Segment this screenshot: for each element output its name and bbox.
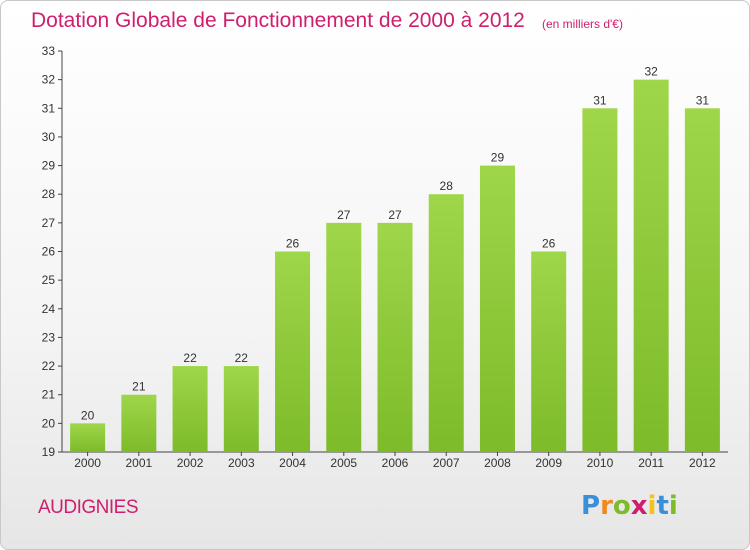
x-tick-label: 2006 [382, 456, 409, 470]
logo-letter: t [656, 491, 669, 521]
bar [223, 366, 259, 452]
bar [428, 194, 464, 452]
bar-value-label: 21 [132, 380, 146, 394]
bar-value-label: 22 [235, 351, 249, 365]
x-tick-label: 2010 [587, 456, 614, 470]
y-tick-label: 31 [42, 101, 56, 115]
logo-letter: P [581, 491, 601, 521]
bar [172, 366, 208, 452]
bar-value-label: 20 [81, 408, 95, 422]
y-tick-label: 21 [42, 388, 56, 402]
y-tick-label: 24 [42, 302, 56, 316]
bar-value-label: 31 [696, 93, 710, 107]
bar-value-label: 27 [388, 208, 402, 222]
proxiti-logo: Proxiti [581, 491, 678, 521]
x-tick-label: 2004 [279, 456, 306, 470]
bar-value-label: 22 [183, 351, 197, 365]
axes: 19 20 21 22 23 24 25 26 27 28 29 30 31 32 33 2000 2001 20… [42, 44, 728, 470]
bar-value-label: 29 [491, 151, 505, 165]
bar [326, 222, 362, 452]
y-tick-label: 20 [42, 416, 56, 430]
x-tick-label: 2005 [330, 456, 357, 470]
x-tick-label: 2000 [74, 456, 101, 470]
bar-value-label: 32 [644, 65, 658, 79]
y-tick-label: 32 [42, 73, 56, 87]
x-tick-label: 2009 [535, 456, 562, 470]
chart-title: Dotation Globale de Fonctionnement de 20… [31, 9, 525, 32]
x-tick-label: 2007 [433, 456, 460, 470]
chart-subtitle: (en milliers d'€) [542, 17, 623, 31]
y-tick-label: 22 [42, 359, 56, 373]
logo-letter: i [668, 491, 678, 521]
logo-letter: i [647, 491, 657, 521]
bar [633, 79, 669, 453]
x-tick-label: 2003 [228, 456, 255, 470]
bar [531, 251, 567, 452]
y-tick-label: 26 [42, 245, 56, 259]
bar [275, 251, 311, 452]
y-tick-label: 23 [42, 330, 56, 344]
y-tick-label: 30 [42, 130, 56, 144]
logo-letter: o [612, 491, 631, 521]
commune-name: AUDIGNIES [38, 497, 139, 518]
y-tick-label: 27 [42, 216, 56, 230]
x-tick-label: 2002 [177, 456, 204, 470]
bar [121, 394, 157, 452]
bar-value-label: 26 [286, 237, 300, 251]
data-labels: 20 21 22 22 26 27 27 28 29 26 31 32 31 [81, 65, 709, 423]
x-tick-label: 2012 [689, 456, 716, 470]
logo-letter: x [630, 491, 648, 521]
y-tick-label: 19 [42, 445, 56, 459]
x-tick-label: 2011 [638, 456, 664, 470]
bar [582, 108, 618, 453]
y-tick-label: 29 [42, 159, 56, 173]
bar-value-label: 31 [593, 93, 607, 107]
x-tick-label: 2008 [484, 456, 511, 470]
bars [70, 79, 720, 453]
logo-letter: r [600, 491, 613, 521]
y-tick-label: 33 [42, 44, 56, 58]
bar [479, 165, 515, 453]
x-tick-label: 2001 [125, 456, 152, 470]
bar [377, 222, 413, 452]
y-tick-label: 28 [42, 187, 56, 201]
bar [684, 108, 720, 453]
bar [70, 423, 106, 452]
bar-value-label: 28 [440, 179, 454, 193]
bar-value-label: 27 [337, 208, 351, 222]
bar-value-label: 26 [542, 237, 556, 251]
y-tick-label: 25 [42, 273, 56, 287]
